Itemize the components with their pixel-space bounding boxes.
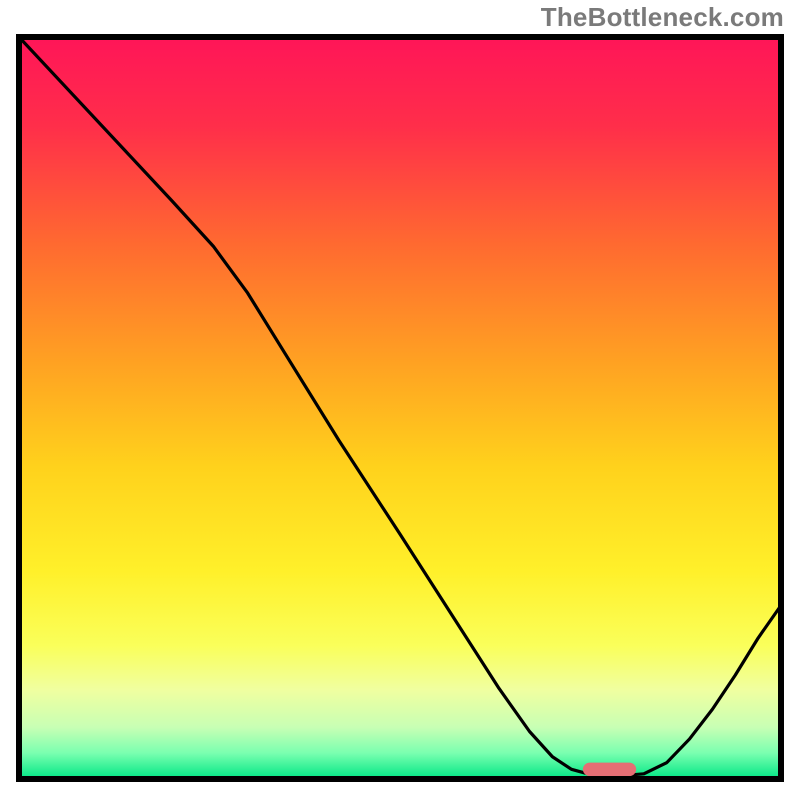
chart-container: { "watermark": { "text": "TheBottleneck.… <box>0 0 800 800</box>
plot-background-gradient <box>19 37 781 779</box>
optimal-range-marker <box>583 763 636 776</box>
bottleneck-curve-chart <box>0 0 800 800</box>
watermark-text: TheBottleneck.com <box>541 2 784 33</box>
